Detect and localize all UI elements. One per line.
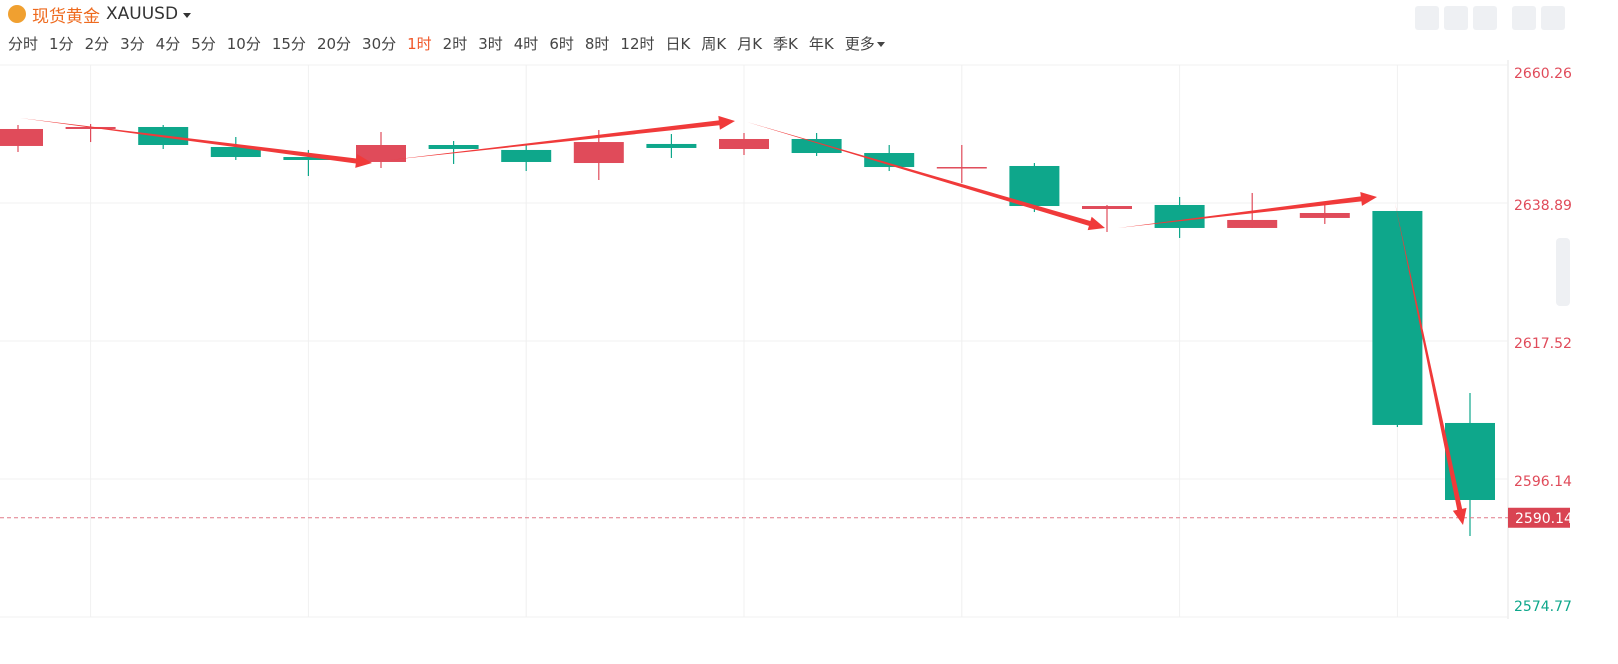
timeframe-option[interactable]: 1时 (407, 35, 432, 53)
y-tick-label: 2660.26 (1514, 66, 1572, 82)
symbol: XAUUSD (106, 4, 179, 24)
candle-body (65, 126, 116, 129)
timeframe-option[interactable]: 10分 (226, 35, 261, 53)
candle-body (1082, 206, 1132, 209)
candle-body (283, 157, 334, 160)
timeframe-option[interactable]: 月K (737, 35, 763, 53)
timeframe-option[interactable]: 12时 (620, 35, 655, 53)
current-price-label: 2590.14 (1515, 511, 1573, 527)
candle-body (356, 145, 406, 162)
current-price-tag (1508, 507, 1570, 528)
candle-body (1009, 165, 1060, 207)
timeframe-option[interactable]: 30分 (362, 35, 397, 53)
annotation-arrow (747, 122, 1105, 231)
dropdown-caret (183, 13, 192, 18)
candle-body (1445, 422, 1495, 501)
annotation-arrow (20, 118, 372, 168)
candle-body (936, 167, 987, 169)
timeframe-option[interactable]: 6时 (549, 35, 574, 53)
candle-body (646, 143, 697, 148)
candle-body (1299, 212, 1350, 218)
chart-type-button[interactable] (1473, 6, 1497, 30)
close-button[interactable] (1541, 6, 1565, 30)
gold-icon (8, 5, 26, 23)
timeframe-option[interactable]: 周K (701, 35, 727, 53)
candle-body (719, 138, 769, 150)
timeframe-option[interactable]: 3分 (120, 35, 145, 53)
timeframe-option[interactable]: 分时 (8, 35, 39, 53)
y-tick-label: 2617.52 (1514, 336, 1572, 352)
candle-body (1154, 204, 1205, 228)
candle-body (864, 153, 915, 168)
candle-body (501, 149, 552, 162)
annotation-arrow (1395, 203, 1467, 525)
indicator-button[interactable] (1415, 6, 1439, 30)
timeframe-option[interactable]: 4分 (155, 35, 181, 53)
timeframe-option[interactable]: 1分 (49, 35, 74, 53)
candle-body (428, 145, 479, 150)
timeframe-option[interactable]: 4时 (513, 35, 539, 53)
timeframe-option[interactable]: 20分 (316, 35, 352, 53)
y-tick-label: 2596.14 (1514, 474, 1572, 490)
candle-body (573, 142, 624, 164)
timeframe-option[interactable]: 日K (665, 35, 691, 53)
shrink-button[interactable] (1512, 6, 1536, 30)
timeframe-option[interactable]: 2分 (84, 35, 110, 53)
timeframe-option[interactable]: 3时 (478, 35, 503, 53)
y-tick-label: 2574.77 (1514, 599, 1572, 615)
title: 现货黄金 (32, 6, 100, 27)
timeframe-option[interactable]: 年K (808, 35, 834, 53)
draw-button[interactable] (1444, 6, 1468, 30)
candle-body (210, 147, 261, 158)
timeframe-option[interactable]: 2时 (442, 35, 468, 53)
timeframe-option[interactable]: 更多 (845, 33, 885, 54)
timeframe-bar: 分时 1分 2分 3分 4分 5分 10分 15分 20分 30分 1时 2时 3时 4时 6时 8时 12时日… (8, 33, 885, 54)
y-tick-label: 2638.89 (1514, 198, 1572, 214)
candle-body (0, 128, 43, 146)
timeframe-option[interactable]: 8时 (584, 35, 610, 53)
timeframe-option[interactable]: 15分 (271, 35, 306, 53)
candle-body (1372, 210, 1423, 425)
candle-body (791, 138, 842, 154)
candle-body (138, 126, 189, 146)
annotation-arrow (1118, 191, 1377, 228)
candle-body (1227, 219, 1278, 228)
side-collapse-tab (1556, 238, 1570, 306)
timeframe-option[interactable]: 季K (773, 35, 798, 53)
annotation-arrow (390, 115, 735, 160)
timeframe-option[interactable]: 5分 (191, 35, 216, 53)
symbol-header[interactable]: 现货黄金 XAUUSD (8, 2, 192, 27)
